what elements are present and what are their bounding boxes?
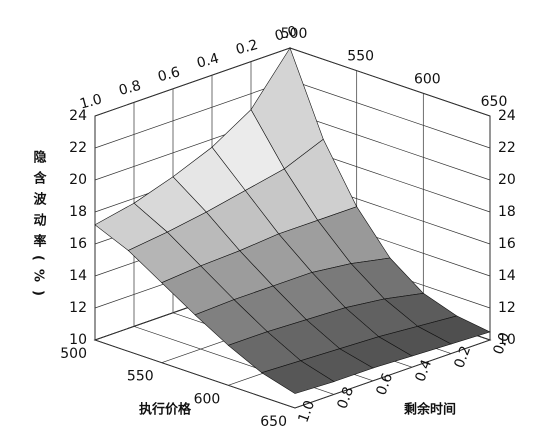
y-tick-label: 0.0 [490,330,513,356]
z-tick-label: 12 [498,300,516,316]
y-grid-line [94,116,296,409]
x-tick-label: 550 [127,369,154,385]
y-tick-label: 0.6 [373,371,396,397]
z-tick-label: 10 [69,332,87,348]
x-tick-label: 500 [281,26,308,42]
z-tick-label: 12 [69,300,87,316]
y-axis-title: 剩余时间 [404,402,456,418]
x-tick-label: 650 [260,414,287,430]
z-tick-label: 24 [69,108,87,124]
x-tick-label: 500 [60,346,87,362]
x-tick-label: 550 [347,49,374,65]
x-tick-label: 600 [194,391,221,407]
y-tick-label: 0.8 [117,78,143,99]
surface-patch [260,360,335,394]
z-tick-label: 20 [498,172,516,188]
z-tick-label: 14 [498,268,516,284]
z-tick-label: 20 [69,172,87,188]
z-tick-label: 24 [498,108,516,124]
z-tick-label: 16 [69,236,87,252]
y-tick-label: 0.0 [273,23,299,44]
x-tick-label: 650 [481,94,508,110]
z-tick-label: 16 [498,236,516,252]
z-tick-label: 22 [498,140,516,156]
z-tick-label: 22 [69,140,87,156]
y-tick-label: 0.8 [334,385,357,411]
x-axis-title: 执行价格 [139,402,192,418]
y-tick-label: 1.0 [295,398,318,424]
y-tick-label: 0.6 [156,64,182,85]
z-tick-label: 18 [498,204,516,220]
x-tick-label: 600 [414,71,441,87]
y-tick-label: 0.4 [195,51,221,72]
z-tick-label: 14 [69,268,87,284]
z-tick-label: 18 [69,204,87,220]
y-tick-label: 0.4 [412,357,435,383]
y-tick-label: 0.2 [451,344,474,370]
y-tick-label: 1.0 [78,91,104,112]
y-tick-label: 0.2 [234,37,260,58]
z-axis-title: 隐含波动率(%) [31,149,48,303]
z-tick-label: 10 [498,332,516,348]
